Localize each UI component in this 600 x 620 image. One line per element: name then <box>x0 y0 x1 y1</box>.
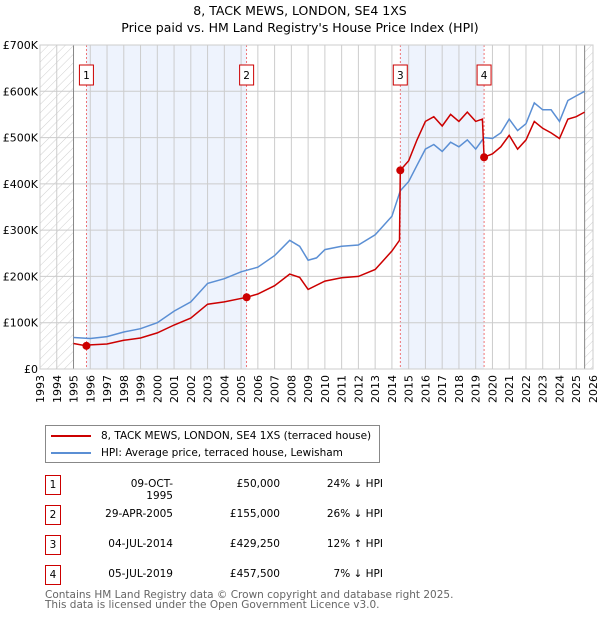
sale-label-box <box>476 64 492 86</box>
y-tick-label: £400K <box>3 178 39 191</box>
sale-label-number: 2 <box>243 70 250 82</box>
sale-price: £429,250 <box>229 538 280 550</box>
sale-label-number: 1 <box>83 70 90 82</box>
x-tick-label: 2006 <box>252 375 265 403</box>
sale-date: 09-OCT-1995 <box>130 478 173 502</box>
plot-frame <box>39 44 594 370</box>
x-tick-label: 2016 <box>419 375 432 403</box>
legend-label: HPI: Average price, terraced house, Lewi… <box>101 447 343 459</box>
sale-date: 05-JUL-2019 <box>108 568 173 580</box>
x-tick-label: 2002 <box>185 375 198 403</box>
footer-line2: This data is licensed under the Open Gov… <box>45 599 380 611</box>
x-tick-label: 2025 <box>570 375 583 403</box>
x-tick-label: 2018 <box>453 375 466 403</box>
x-tick-label: 2014 <box>386 375 399 403</box>
sale-point <box>480 153 489 162</box>
sale-number: 4 <box>45 565 61 585</box>
x-tick-label: 2015 <box>403 375 416 403</box>
x-tick-label: 2010 <box>319 375 332 403</box>
x-tick-label: 1994 <box>51 375 64 403</box>
x-tick-label: 2021 <box>503 375 516 403</box>
legend-item-hpi: HPI: Average price, terraced house, Lewi… <box>46 445 343 461</box>
sale-label-number: 4 <box>481 70 488 82</box>
x-tick-label: 2000 <box>151 375 164 403</box>
footer: Contains HM Land Registry data © Crown c… <box>45 589 454 611</box>
legend-item-property: 8, TACK MEWS, LONDON, SE4 1XS (terraced … <box>46 428 371 444</box>
y-tick-label: £0 <box>24 363 38 376</box>
x-tick-label: 2012 <box>352 375 365 403</box>
sale-hpi-diff: 26% ↓ HPI <box>326 508 383 520</box>
y-tick-label: £700K <box>3 39 39 52</box>
sale-row: 2 29-APR-2005 £155,000 26% ↓ HPI <box>45 505 425 527</box>
y-tick-label: £500K <box>3 132 39 145</box>
footer-line1: Contains HM Land Registry data © Crown c… <box>45 589 454 601</box>
x-tick-label: 2011 <box>336 375 349 403</box>
x-tick-label: 2020 <box>486 375 499 403</box>
chart-subtitle: Price paid vs. HM Land Registry's House … <box>121 20 479 35</box>
y-tick-label: £100K <box>3 317 39 330</box>
sale-label-box <box>239 64 255 86</box>
x-tick-label: 1999 <box>135 375 148 403</box>
x-tick-label: 1998 <box>118 375 131 403</box>
sale-date: 29-APR-2005 <box>105 508 173 520</box>
sale-label-number: 3 <box>397 70 404 82</box>
x-tick-label: 2008 <box>285 375 298 403</box>
sale-price: £457,500 <box>229 568 280 580</box>
x-tick-label: 1995 <box>68 375 81 403</box>
x-tick-label: 2026 <box>587 375 600 403</box>
y-tick-label: £300K <box>3 224 39 237</box>
x-tick-label: 1997 <box>101 375 114 403</box>
legend-swatch-red <box>51 435 91 437</box>
x-tick-label: 2024 <box>553 375 566 403</box>
chart-title: 8, TACK MEWS, LONDON, SE4 1XS <box>193 3 407 18</box>
sale-label-box <box>78 64 94 86</box>
sale-row: 1 09-OCT-1995 £50,000 24% ↓ HPI <box>45 475 425 502</box>
x-tick-label: 1996 <box>84 375 97 403</box>
sale-price: £50,000 <box>236 478 280 490</box>
ownership-shade <box>86 45 247 369</box>
y-tick-label: £600K <box>3 85 39 98</box>
sale-hpi-diff: 7% ↓ HPI <box>333 568 383 580</box>
x-tick-label: 2013 <box>369 375 382 403</box>
sale-point <box>396 166 405 175</box>
x-tick-label: 2017 <box>436 375 449 403</box>
legend-label: 8, TACK MEWS, LONDON, SE4 1XS (terraced … <box>101 430 372 442</box>
sale-point <box>242 293 251 302</box>
sale-hpi-diff: 12% ↑ HPI <box>326 538 383 550</box>
chart-legend: 8, TACK MEWS, LONDON, SE4 1XS (terraced … <box>45 425 380 463</box>
x-tick-label: 2007 <box>269 375 282 403</box>
sale-label-box <box>392 64 408 86</box>
x-tick-label: 2001 <box>168 375 181 403</box>
x-tick-label: 2022 <box>520 375 533 403</box>
sale-number: 3 <box>45 535 61 555</box>
sale-row: 3 04-JUL-2014 £429,250 12% ↑ HPI <box>45 535 425 557</box>
y-tick-label: £200K <box>3 270 39 283</box>
x-tick-label: 2009 <box>302 375 315 403</box>
x-tick-label: 1993 <box>34 375 47 403</box>
sale-date: 04-JUL-2014 <box>108 538 173 550</box>
sale-number: 1 <box>45 475 61 495</box>
x-tick-label: 2004 <box>218 375 231 403</box>
sale-hpi-diff: 24% ↓ HPI <box>326 478 383 490</box>
x-tick-label: 2019 <box>470 375 483 403</box>
sale-point <box>82 341 91 350</box>
x-tick-label: 2005 <box>235 375 248 403</box>
sale-price: £155,000 <box>229 508 280 520</box>
hatch-region-after <box>584 45 593 369</box>
x-tick-label: 2003 <box>202 375 215 403</box>
sale-number: 2 <box>45 505 61 525</box>
sale-row: 4 05-JUL-2019 £457,500 7% ↓ HPI <box>45 565 425 587</box>
legend-swatch-blue <box>51 452 91 454</box>
x-tick-label: 2023 <box>537 375 550 403</box>
